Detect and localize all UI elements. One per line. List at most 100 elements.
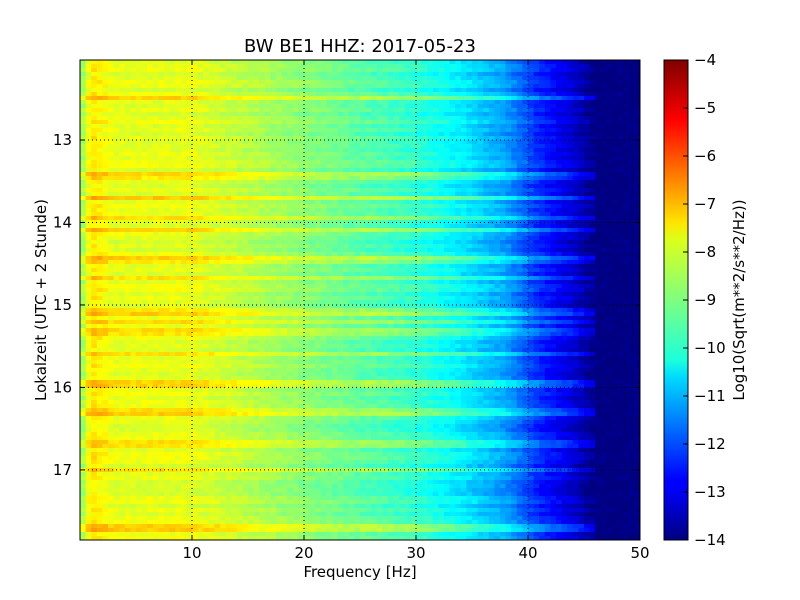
heatmap-cell — [236, 72, 243, 77]
heatmap-cell — [483, 116, 490, 121]
heatmap-cell — [628, 128, 635, 133]
heatmap-cell — [416, 60, 423, 65]
heatmap-cell — [421, 152, 428, 157]
heatmap-cell — [147, 120, 154, 125]
heatmap-cell — [606, 60, 613, 65]
heatmap-cell — [130, 184, 137, 189]
heatmap-cell — [276, 96, 283, 101]
heatmap-cell — [449, 112, 456, 117]
heatmap-cell — [572, 112, 579, 117]
heatmap-cell — [343, 232, 350, 237]
heatmap-cell — [147, 96, 154, 101]
heatmap-cell — [287, 204, 294, 209]
heatmap-cell — [455, 116, 462, 121]
heatmap-cell — [516, 160, 523, 165]
heatmap-cell — [214, 84, 221, 89]
heatmap-cell — [628, 132, 635, 137]
heatmap-cell — [494, 80, 501, 85]
heatmap-cell — [488, 108, 495, 113]
heatmap-cell — [539, 180, 546, 185]
heatmap-cell — [600, 208, 607, 213]
heatmap-cell — [253, 84, 260, 89]
heatmap-cell — [276, 64, 283, 69]
heatmap-cell — [483, 220, 490, 225]
heatmap-cell — [511, 192, 518, 197]
heatmap-cell — [354, 132, 361, 137]
heatmap-cell — [304, 184, 311, 189]
heatmap-cell — [533, 224, 540, 229]
heatmap-cell — [438, 156, 445, 161]
heatmap-cell — [466, 224, 473, 229]
heatmap-cell — [130, 256, 137, 261]
heatmap-cell — [522, 112, 529, 117]
heatmap-cell — [287, 244, 294, 249]
heatmap-cell — [539, 104, 546, 109]
heatmap-cell — [360, 92, 367, 97]
heatmap-cell — [287, 104, 294, 109]
heatmap-cell — [483, 148, 490, 153]
heatmap-cell — [80, 244, 87, 249]
heatmap-cell — [298, 160, 305, 165]
heatmap-cell — [472, 140, 479, 145]
heatmap-cell — [528, 128, 535, 133]
heatmap-cell — [477, 200, 484, 205]
heatmap-cell — [309, 96, 316, 101]
heatmap-cell — [332, 176, 339, 181]
heatmap-cell — [466, 92, 473, 97]
heatmap-cell — [102, 164, 109, 169]
heatmap-cell — [444, 100, 451, 105]
heatmap-cell — [270, 252, 277, 257]
heatmap-cell — [612, 152, 619, 157]
heatmap-cell — [617, 152, 624, 157]
heatmap-cell — [281, 232, 288, 237]
heatmap-cell — [91, 92, 98, 97]
heatmap-cell — [432, 80, 439, 85]
heatmap-cell — [152, 216, 159, 221]
heatmap-cell — [225, 252, 232, 257]
heatmap-cell — [449, 104, 456, 109]
heatmap-cell — [248, 200, 255, 205]
heatmap-cell — [136, 168, 143, 173]
heatmap-cell — [197, 184, 204, 189]
heatmap-cell — [589, 64, 596, 69]
heatmap-cell — [141, 84, 148, 89]
heatmap-cell — [539, 236, 546, 241]
heatmap-cell — [253, 104, 260, 109]
heatmap-cell — [421, 244, 428, 249]
heatmap-cell — [399, 136, 406, 141]
heatmap-cell — [388, 232, 395, 237]
heatmap-cell — [606, 184, 613, 189]
heatmap-cell — [606, 232, 613, 237]
heatmap-cell — [197, 132, 204, 137]
heatmap-cell — [124, 64, 131, 69]
heatmap-cell — [382, 152, 389, 157]
heatmap-cell — [304, 224, 311, 229]
heatmap-cell — [208, 92, 215, 97]
heatmap-cell — [365, 152, 372, 157]
heatmap-cell — [130, 160, 137, 165]
heatmap-cell — [561, 248, 568, 253]
heatmap-cell — [488, 196, 495, 201]
heatmap-cell — [500, 184, 507, 189]
heatmap-cell — [584, 124, 591, 129]
heatmap-cell — [360, 192, 367, 197]
heatmap-cell — [214, 72, 221, 77]
heatmap-cell — [147, 144, 154, 149]
heatmap-cell — [276, 124, 283, 129]
heatmap-cell — [382, 120, 389, 125]
heatmap-cell — [376, 240, 383, 245]
heatmap-cell — [236, 152, 243, 157]
heatmap-cell — [130, 232, 137, 237]
heatmap-cell — [180, 232, 187, 237]
heatmap-cell — [477, 216, 484, 221]
heatmap-cell — [421, 84, 428, 89]
heatmap-cell — [259, 92, 266, 97]
heatmap-cell — [589, 132, 596, 137]
heatmap-cell — [567, 212, 574, 217]
heatmap-cell — [421, 176, 428, 181]
heatmap-cell — [449, 64, 456, 69]
heatmap-cell — [494, 172, 501, 177]
heatmap-cell — [236, 132, 243, 137]
heatmap-cell — [584, 112, 591, 117]
heatmap-cell — [141, 248, 148, 253]
